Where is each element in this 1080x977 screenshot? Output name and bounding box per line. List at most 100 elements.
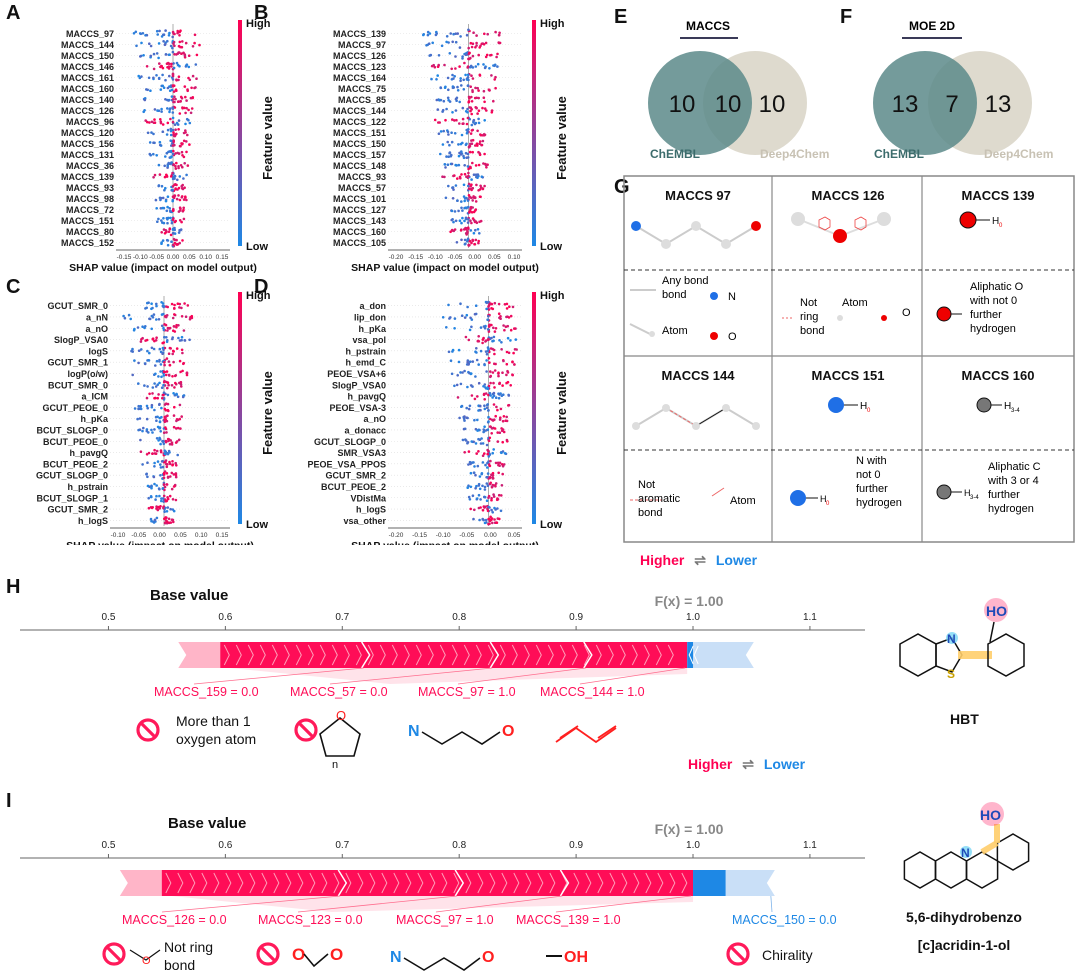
shap-dot	[485, 499, 489, 503]
shap-dot	[453, 327, 456, 330]
shap-dot	[493, 78, 497, 81]
shap-dot	[511, 360, 514, 364]
svg-text:n: n	[332, 759, 338, 770]
shap-dot	[490, 53, 493, 57]
feature-label: MACCS_98	[66, 194, 114, 204]
x-tick-label: -0.15	[408, 254, 423, 261]
feature-label: MACCS_72	[66, 205, 114, 215]
shap-dot	[184, 131, 187, 134]
shap-dot	[158, 140, 162, 144]
shap-dot	[170, 441, 174, 445]
shap-dot	[141, 32, 145, 35]
shap-dot	[496, 52, 499, 56]
shap-dot	[492, 381, 495, 385]
force-chevron	[405, 872, 412, 894]
shap-dot	[162, 217, 165, 220]
shap-dot	[140, 75, 143, 78]
shap-dot	[165, 336, 168, 339]
shap-dot	[159, 430, 162, 433]
feature-label: MACCS_144	[333, 106, 386, 116]
not-ring-bond-structure: O	[129, 949, 161, 967]
shap-dot	[186, 133, 189, 137]
shap-dot	[448, 317, 451, 320]
shap-dot	[462, 78, 466, 82]
shap-dot	[501, 371, 504, 375]
shap-dot	[486, 328, 490, 331]
shap-dot	[185, 173, 188, 177]
shap-dot	[482, 43, 486, 46]
feature-connector	[193, 667, 364, 685]
feature-label: BCUT_PEOE_0	[43, 437, 108, 447]
shap-dot	[455, 99, 458, 102]
svg-text:hydrogen: hydrogen	[988, 503, 1034, 515]
shap-dot	[174, 473, 178, 477]
shap-dot	[466, 441, 469, 445]
maccs97-pattern	[631, 221, 761, 249]
shap-dot	[499, 407, 503, 411]
shap-dot	[476, 62, 480, 66]
shap-dot	[504, 325, 508, 329]
shap-dot	[461, 371, 464, 374]
shap-dot	[148, 42, 151, 45]
shap-dot	[179, 45, 182, 49]
shap-dot	[135, 44, 138, 48]
feature-label: MACCS_161	[61, 73, 114, 83]
shap-dot	[131, 350, 134, 353]
shap-dot	[184, 315, 188, 319]
shap-dot	[181, 40, 184, 43]
shap-dot	[177, 324, 180, 327]
shap-dot	[180, 385, 183, 388]
shap-dot	[493, 386, 496, 389]
shap-dot	[180, 306, 183, 310]
shap-dot	[482, 63, 485, 66]
shap-dot	[172, 149, 175, 153]
shap-dot	[467, 145, 471, 149]
shap-dot	[443, 63, 446, 67]
force-chevron	[427, 644, 434, 666]
shap-dot	[469, 471, 473, 475]
force-chevron	[237, 872, 244, 894]
shap-dot	[454, 219, 458, 223]
shap-dot	[497, 312, 501, 316]
shap-dot	[463, 427, 467, 431]
shap-dot	[506, 336, 510, 340]
shap-dot	[459, 79, 462, 83]
force-chevron	[285, 872, 292, 894]
shap-dot	[449, 154, 453, 158]
shap-dot	[172, 131, 175, 134]
panel-label-f: F	[840, 6, 853, 28]
shap-dot	[178, 34, 181, 37]
shap-dot	[177, 336, 180, 340]
shap-dot	[174, 88, 178, 91]
shap-dot	[157, 42, 161, 45]
shap-dot	[481, 341, 484, 345]
shap-dot	[179, 144, 182, 148]
shap-dot	[466, 111, 469, 114]
svg-text:bond: bond	[638, 507, 662, 519]
shap-dot	[169, 133, 173, 137]
shap-dot	[460, 314, 464, 318]
shap-dot	[437, 121, 440, 124]
shap-dot	[505, 362, 509, 366]
feature-label: vsa_other	[343, 516, 386, 526]
shap-dot	[180, 220, 183, 224]
shap-dot	[445, 40, 448, 44]
no-sign-icon	[102, 942, 126, 966]
feature-label: MACCS_97	[66, 29, 114, 39]
shap-dot	[148, 351, 151, 355]
shap-dot	[145, 306, 148, 310]
shap-dot	[162, 483, 166, 486]
shap-dot	[150, 484, 153, 488]
shap-dot	[432, 63, 436, 67]
shap-dot	[155, 516, 159, 520]
shap-dot	[152, 313, 156, 316]
shap-dot	[445, 35, 449, 38]
shap-dot	[482, 518, 485, 522]
shap-dot	[477, 96, 481, 100]
shap-dot	[166, 386, 169, 390]
shap-dot	[441, 110, 444, 113]
axis-tick-label: 0.7	[335, 840, 349, 851]
grid-maccs151-title: MACCS 151	[812, 368, 885, 383]
shap-dot	[456, 85, 459, 89]
